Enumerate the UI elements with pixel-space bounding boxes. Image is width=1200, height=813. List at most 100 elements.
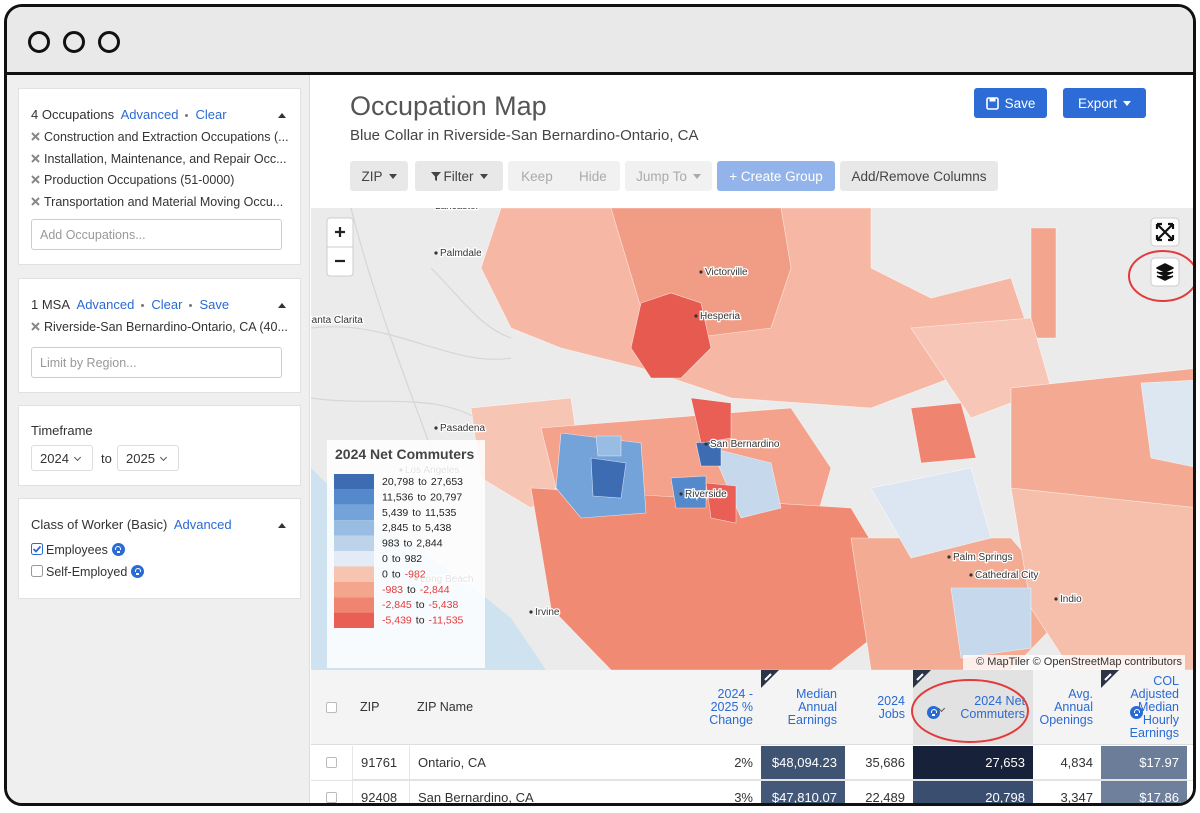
edit-tab-shape [1101,670,1119,688]
place-dot [434,426,438,430]
column-header[interactable]: 2024 Jobs [845,670,913,745]
remove-cross [31,196,40,206]
legend-label: -983 to -2,844 [382,584,450,596]
cell-text: 35,686 [865,755,905,770]
clear-link[interactable]: Clear [195,107,227,122]
place-dot [947,555,951,559]
jump-to-dropdown[interactable]: Jump To [625,161,712,191]
range-to: 20,797 [430,491,462,503]
table-cell: Ontario, CA [409,746,683,780]
table-cell: $17.97 [1101,746,1187,780]
zoom-control[interactable] [326,217,354,277]
separator [185,114,189,118]
collapse-caret[interactable] [278,523,286,528]
cell-text: $17.86 [1139,790,1179,805]
range-to: -5,438 [429,599,459,611]
panel-title: Timeframe [31,423,93,438]
checkbox-option[interactable]: Employees [31,543,125,557]
place-dot [434,251,438,255]
place-label: Irvine [535,607,560,618]
column-header[interactable]: 2024 - 2025 % Change [683,670,761,745]
separator [141,304,145,308]
remove-icon[interactable] [31,153,40,163]
legend-swatch [334,597,374,613]
range-to: -11,535 [429,615,464,627]
export-button[interactable]: Export [1063,88,1146,118]
legend-swatch [334,551,374,567]
layers-button[interactable] [1150,257,1180,287]
range-joiner: to [416,599,425,611]
clear-link[interactable]: Clear [151,297,183,312]
zip-dropdown[interactable]: ZIP [350,161,408,191]
cell-text: $48,094.23 [771,755,837,770]
edit-tab [913,670,931,688]
column-header[interactable]: ZIP Name [409,670,683,745]
remove-cross [31,132,40,141]
columns-button[interactable]: Add/Remove Columns [840,161,998,191]
separator [189,304,193,308]
range-from: 5,439 [382,507,408,519]
window-bar [7,7,1193,75]
place-dot [969,573,973,577]
fullscreen-button[interactable] [1150,217,1180,247]
legend-label: 11,536 to 20,797 [382,491,462,503]
save-link[interactable]: Save [199,297,230,312]
selected-item: Installation, Maintenance, and Repair Oc… [31,152,287,166]
create-group-button[interactable]: + Create Group [717,161,835,191]
hide-button[interactable]: Hide [579,168,607,184]
remove-icon[interactable] [31,132,40,141]
collapse-caret[interactable] [278,113,286,118]
legend-label: 0 to 982 [382,553,422,565]
table-cell: 3% [683,781,761,803]
column-header[interactable]: 2024 Net Commuters [913,670,1033,745]
column-header[interactable]: ZIP [352,670,409,745]
window-dot [28,31,50,53]
place-dot [694,314,698,318]
remove-icon[interactable] [31,196,40,206]
collapse-caret[interactable] [278,303,286,308]
remove-cross [31,175,40,184]
place-label: Lancaster [435,208,480,212]
legend-label: 983 to 2,844 [382,538,443,550]
cell-text: 3,347 [1060,790,1093,805]
header-label: Median Annual Earnings [787,687,837,727]
place-label: Palmdale [440,248,482,259]
header-label: COL Adjusted Median Hourly Earnings [1129,674,1179,740]
save-button[interactable]: Save [974,88,1047,118]
cell-text: $47,810.07 [771,790,837,805]
column-header[interactable]: Avg. Annual Openings [1033,670,1101,745]
year-select[interactable]: 2025 [117,445,179,471]
year-select[interactable]: 2024 [31,445,93,471]
button-label: Jump To [636,168,687,184]
occupation-input[interactable]: Add Occupations... [31,219,282,250]
remove-icon[interactable] [31,175,40,184]
remove-icon[interactable] [31,322,40,331]
legend-swatch [334,520,374,536]
column-header[interactable]: COL Adjusted Median Hourly Earnings [1101,670,1187,745]
advanced-link[interactable]: Advanced [120,107,179,122]
to-year: 2025 [126,451,155,466]
table-cell: 35,686 [845,746,913,780]
range-from: 0 [382,568,388,580]
legend-label: 0 to -982 [382,568,426,580]
worker-class-panel: Class of Worker (Basic) Advanced Employe… [18,498,301,599]
advanced-link[interactable]: Advanced [173,517,232,532]
filter-button[interactable]: Filter [415,161,503,191]
range-from: 0 [382,553,388,565]
keep-button[interactable]: Keep [521,168,553,184]
map[interactable]: Lancaster Palmdale Victorville Hesperia Sant… [311,208,1196,670]
region-input[interactable]: Limit by Region... [31,347,282,378]
checkbox-option[interactable]: Self-Employed [31,565,145,579]
column-header[interactable]: Median Annual Earnings [761,670,845,745]
table-cell: 22,489 [845,781,913,803]
advanced-link[interactable]: Advanced [76,297,135,312]
help-icon [131,565,145,578]
legend-label: 2,845 to 5,438 [382,522,451,534]
table-cell: $48,094.23 [761,746,845,780]
panel-heading: 1 MSA Advanced Clear Save [31,297,229,312]
legend-label: -2,845 to -5,438 [382,599,458,611]
place-dot [704,442,708,446]
panel-heading: Class of Worker (Basic) Advanced [31,517,232,532]
range-to: -2,844 [420,584,450,596]
